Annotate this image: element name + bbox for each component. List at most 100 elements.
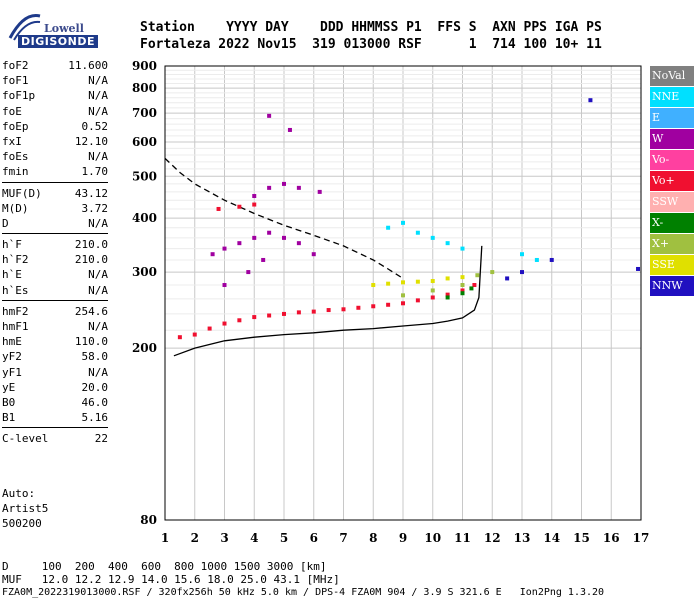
param-row: foF1 N/A <box>2 73 108 88</box>
data-point <box>445 295 450 300</box>
param-row: foEs N/A <box>2 149 108 164</box>
data-point <box>401 220 405 225</box>
param-row: hmF1 N/A <box>2 319 108 334</box>
param-row: yF1 N/A <box>2 365 108 380</box>
x-tick-label: 14 <box>543 531 560 545</box>
y-tick-label: 500 <box>132 169 157 183</box>
param-name: h`E <box>2 268 22 282</box>
param-name: foF1 <box>2 74 29 88</box>
data-point <box>445 276 450 281</box>
param-value: 3.72 <box>81 201 109 215</box>
x-tick-label: 1 <box>161 531 169 545</box>
footer-info: FZA0M_2022319013000.RSF / 320fx256h 50 k… <box>2 587 605 598</box>
param-value: N/A <box>88 216 108 230</box>
param-value: 5.16 <box>81 411 109 425</box>
data-point <box>210 252 215 257</box>
x-tick-label: 17 <box>633 531 650 545</box>
param-row: foF1p N/A <box>2 88 108 103</box>
param-row: B0 46.0 <box>2 395 108 410</box>
data-point <box>386 225 391 230</box>
param-value: N/A <box>88 74 108 88</box>
y-tick-label: 600 <box>132 135 157 149</box>
data-point <box>430 288 435 293</box>
data-point <box>282 181 286 186</box>
data-point <box>207 326 212 331</box>
x-tick-label: 5 <box>280 531 288 545</box>
data-point <box>445 292 450 297</box>
param-separator <box>2 299 108 301</box>
x-tick-label: 15 <box>573 531 590 545</box>
param-value: N/A <box>88 365 108 379</box>
param-name: hmF2 <box>2 304 29 318</box>
auto-code: 500200 <box>2 517 42 530</box>
x-tick-label: 16 <box>603 531 620 545</box>
legend-entry: X- <box>650 213 694 233</box>
x-tick-label: 13 <box>514 531 531 545</box>
x-tick-label: 2 <box>191 531 199 545</box>
data-point <box>282 311 286 316</box>
curve-profile <box>173 245 483 357</box>
data-point <box>520 252 524 257</box>
param-row: h`F2 210.0 <box>2 252 108 267</box>
data-point <box>356 305 361 310</box>
y-tick-label: 200 <box>132 341 157 355</box>
data-point <box>460 283 465 288</box>
y-tick-label: 300 <box>132 265 157 279</box>
y-tick-label: 80 <box>140 513 157 527</box>
data-point <box>222 246 227 251</box>
param-name: foEs <box>2 150 29 164</box>
data-point <box>267 230 272 235</box>
param-row: yE 20.0 <box>2 380 108 395</box>
data-point <box>267 113 272 118</box>
param-row: hmF2 254.6 <box>2 304 108 319</box>
header-labels: Station YYYY DAY DDD HHMMSS P1 FFS S AXN… <box>140 20 602 35</box>
param-value: N/A <box>88 320 108 333</box>
data-point <box>282 235 286 240</box>
data-point <box>430 295 435 300</box>
param-name: foEp <box>2 119 29 133</box>
data-point <box>252 235 257 240</box>
x-tick-label: 8 <box>369 531 377 545</box>
param-row: h`Es N/A <box>2 283 108 298</box>
data-point <box>475 273 480 278</box>
data-point <box>216 206 221 211</box>
param-value: 1.70 <box>81 165 109 179</box>
data-point <box>430 235 435 240</box>
param-value: N/A <box>88 268 108 282</box>
data-point <box>237 204 242 209</box>
param-value: 46.0 <box>81 395 109 409</box>
param-value: 43.12 <box>74 186 108 200</box>
data-point <box>401 301 405 306</box>
param-name: MUF(D) <box>2 186 42 200</box>
x-tick-label: 3 <box>220 531 228 545</box>
legend-entry: X+ <box>650 234 694 254</box>
legend-entry: E <box>650 108 694 128</box>
data-point <box>192 332 197 337</box>
y-tick-label: 900 <box>132 59 157 73</box>
data-point <box>237 318 242 323</box>
data-point <box>311 252 316 257</box>
data-point <box>267 313 272 318</box>
data-point <box>317 189 322 194</box>
legend-entry: NNE <box>650 87 694 107</box>
x-tick-label: 9 <box>399 531 407 545</box>
data-point <box>252 315 257 320</box>
data-point <box>371 283 376 288</box>
param-separator <box>2 427 108 429</box>
param-name: hmF1 <box>2 320 29 333</box>
legend-entry: NNW <box>650 276 694 296</box>
data-point <box>326 308 331 313</box>
data-point <box>430 279 435 284</box>
param-name: M(D) <box>2 201 29 215</box>
legend-entry: Vo+ <box>650 171 694 191</box>
param-name: D <box>2 216 9 230</box>
data-point <box>267 185 272 190</box>
param-value: 254.6 <box>74 304 108 318</box>
plot-frame <box>164 65 642 521</box>
param-row: foEp 0.52 <box>2 119 108 134</box>
param-row: yF2 58.0 <box>2 349 108 364</box>
logo-digisonde-text: DIGISONDE <box>18 35 98 48</box>
param-row: D N/A <box>2 216 108 231</box>
legend-entry: NoVal <box>650 66 694 86</box>
